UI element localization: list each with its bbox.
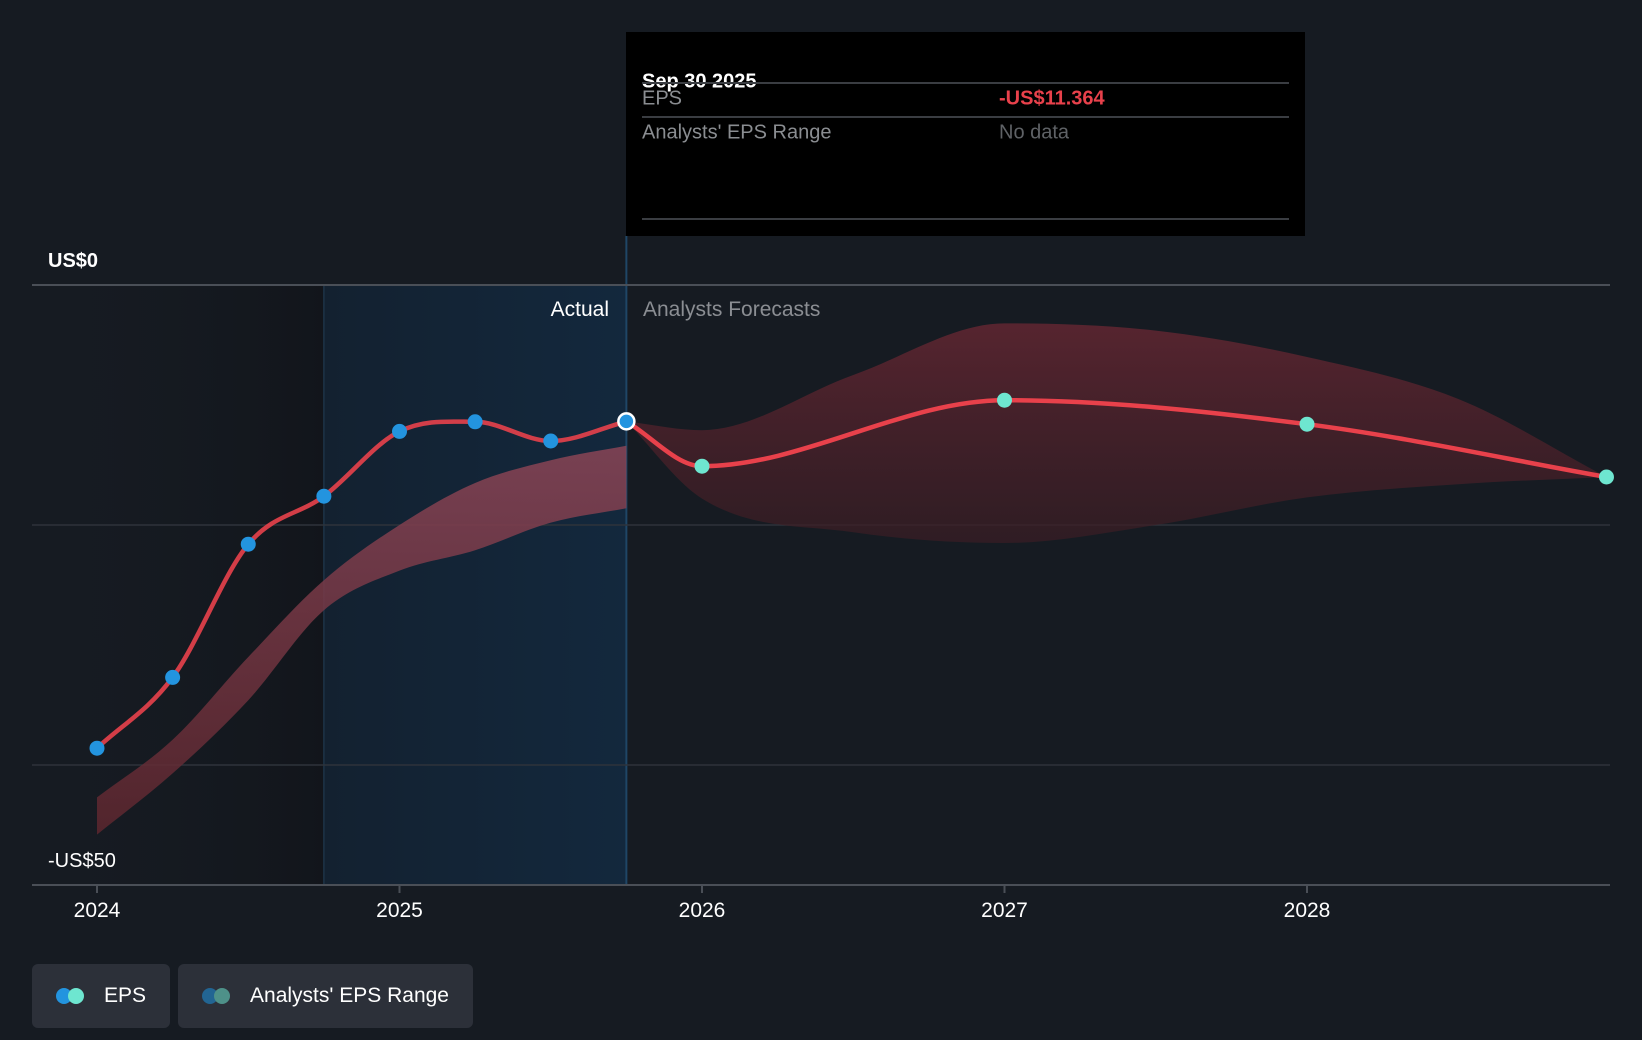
x-tick-label: 2024 <box>74 899 121 922</box>
x-tick-label: 2027 <box>981 899 1028 922</box>
y-tick-label-bottom: -US$50 <box>48 850 116 872</box>
legend-label-eps-range: Analysts' EPS Range <box>250 984 449 1007</box>
x-tick-label: 2026 <box>679 899 726 922</box>
eps-point-forecast[interactable] <box>694 458 710 474</box>
eps-point-actual[interactable] <box>165 669 181 685</box>
eps-point-actual[interactable] <box>316 488 332 504</box>
x-tick-label: 2025 <box>376 899 423 922</box>
eps-point-actual[interactable] <box>392 423 407 439</box>
actual-region-background <box>323 285 627 885</box>
forecast-region-label: Analysts Forecasts <box>643 298 820 321</box>
tooltip-eps-value: -US$11.364 <box>999 87 1105 110</box>
eps-legend-icon <box>56 988 86 1004</box>
legend-item-eps[interactable]: EPS <box>32 964 171 1028</box>
eps-point-actual[interactable] <box>467 414 483 430</box>
tooltip-eps-label: EPS <box>642 87 683 110</box>
legend: EPS Analysts' EPS Range <box>32 964 473 1028</box>
eps-point-actual[interactable] <box>89 740 105 756</box>
tooltip-date: Sep 30 2025 <box>642 70 757 93</box>
legend-dot-forecast <box>68 988 84 1004</box>
tooltip-divider <box>642 116 1289 118</box>
past-region-background <box>32 285 324 885</box>
tooltip-divider <box>642 82 1289 84</box>
actual-region-label: Actual <box>551 298 609 321</box>
eps-range-legend-icon <box>202 988 232 1004</box>
x-tick-label: 2028 <box>1284 899 1331 922</box>
eps-range-band-past <box>97 445 627 835</box>
legend-dot-range-forecast <box>214 988 231 1004</box>
eps-point-forecast[interactable] <box>997 392 1012 408</box>
legend-item-eps-range[interactable]: Analysts' EPS Range <box>178 964 473 1028</box>
tooltip-range-value: No data <box>999 121 1070 144</box>
eps-range-band-forecast <box>626 323 1607 543</box>
eps-point-actual[interactable] <box>543 433 559 449</box>
legend-label-eps: EPS <box>104 984 147 1007</box>
eps-point-forecast[interactable] <box>1299 416 1315 432</box>
y-tick-label-top: US$0 <box>48 250 98 272</box>
eps-point-forecast[interactable] <box>1598 469 1614 485</box>
eps-point-highlighted[interactable] <box>617 412 636 431</box>
tooltip: Sep 30 2025 EPS -US$11.364 Analysts' EPS… <box>626 32 1305 236</box>
eps-point-actual[interactable] <box>240 536 256 552</box>
tooltip-range-label: Analysts' EPS Range <box>642 121 832 144</box>
tooltip-divider <box>642 218 1289 220</box>
